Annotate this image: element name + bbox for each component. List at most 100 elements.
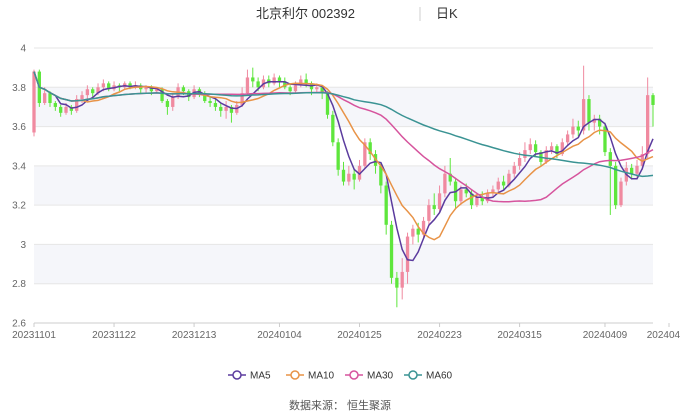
candle-up (421, 220, 426, 235)
legend-label-ma60: MA60 (426, 371, 453, 382)
candle-up (75, 99, 79, 111)
candle-down (128, 83, 132, 88)
legend: MA5 MA10 MA30 MA60 (228, 370, 453, 382)
candle-up (64, 106, 68, 113)
candle-down (597, 118, 602, 127)
candle-up (240, 93, 244, 105)
y-tick-label: 3.2 (12, 201, 26, 212)
candle-down (59, 106, 63, 113)
candle-down (416, 228, 420, 235)
chart-title: 北京利尔 002392 (256, 6, 355, 21)
candle-up (635, 165, 639, 174)
candle-up (475, 197, 479, 206)
candle-down (603, 126, 607, 153)
candle-up (592, 118, 596, 123)
candle-down (69, 106, 74, 111)
candle-down (331, 114, 335, 143)
candle-up (491, 189, 495, 194)
data-source: 数据来源： 恒生聚源 (289, 398, 391, 412)
candle-down (91, 89, 95, 94)
x-tick-label: 20240125 (337, 330, 382, 341)
candle-down (651, 95, 655, 105)
candle-up (581, 99, 586, 131)
candle-up (646, 95, 650, 155)
y-tick-label: 4 (20, 44, 26, 55)
candle-up (363, 142, 367, 166)
x-tick-label: 20240223 (417, 330, 462, 341)
legend-marker-ma30 (349, 370, 359, 380)
candle-up (96, 87, 100, 94)
candle-down (325, 93, 330, 115)
candle-down (613, 165, 618, 206)
x-tick-label: 20240409 (583, 330, 628, 341)
candle-down (395, 277, 399, 288)
candle-down (336, 142, 340, 170)
candle-up (523, 150, 527, 158)
candle-up (496, 181, 500, 190)
candle-up (549, 146, 554, 151)
y-tick-label: 2.8 (12, 279, 26, 290)
candle-up (571, 126, 575, 135)
legend-marker-ma10 (290, 370, 300, 380)
ma5-line (33, 71, 654, 262)
candle-up (528, 144, 532, 151)
candle-down (368, 142, 372, 155)
candle-up (619, 181, 623, 206)
candle-up (411, 228, 415, 237)
candle-down (165, 101, 170, 107)
candle-down (630, 167, 634, 174)
candle-up (299, 79, 303, 86)
plot-area: 2.6 2.8 3 3.2 3.4 3.6 3.8 4 20231101 20231122 2023… (12, 44, 680, 342)
ma10-line (33, 71, 654, 241)
candle-up (43, 93, 47, 103)
x-tick-label: 20240315 (497, 330, 542, 341)
candle-down (208, 101, 212, 103)
candle-up (245, 77, 250, 94)
candle-down (469, 193, 474, 206)
candle-down (149, 87, 154, 92)
candle-down (304, 79, 308, 84)
candle-down (283, 81, 287, 88)
candle-down (288, 87, 292, 92)
candle-up (32, 71, 36, 133)
candle-up (155, 89, 159, 92)
candle-down (229, 106, 234, 113)
candle-up (507, 173, 511, 186)
candle-down (107, 83, 111, 90)
x-tick-label: 20240429 (647, 330, 680, 341)
candle-down (320, 87, 324, 94)
candle-up (293, 85, 298, 92)
chart-period: 日K (436, 6, 458, 21)
candle-up (443, 173, 447, 194)
grid-band (34, 244, 653, 284)
legend-label-ma5: MA5 (250, 371, 271, 382)
candle-down (352, 173, 356, 180)
candle-up (405, 236, 410, 272)
candle-up (427, 205, 431, 221)
candle-up (272, 77, 276, 84)
x-tick-label: 20240104 (257, 330, 302, 341)
candle-down (480, 197, 484, 202)
candle-down (48, 93, 52, 103)
candle-down (389, 224, 394, 278)
candle-up (544, 150, 548, 162)
y-tick-label: 3.6 (12, 122, 26, 133)
x-tick-label: 20231213 (172, 330, 217, 341)
legend-marker-ma60 (408, 370, 418, 380)
candle-down (379, 165, 383, 186)
candle-up (485, 193, 490, 202)
legend-label-ma30: MA30 (367, 371, 394, 382)
candle-down (608, 152, 612, 166)
legend-marker-ma5 (232, 370, 242, 380)
candle-up (224, 106, 228, 111)
ma60-line (33, 71, 654, 178)
candle-down (587, 99, 591, 123)
candle-down (277, 77, 282, 82)
candle-up (560, 142, 564, 155)
candle-down (181, 87, 186, 92)
candle-up (437, 193, 442, 210)
candle-up (101, 83, 106, 88)
candle-up (357, 165, 362, 180)
candle-up (640, 154, 644, 166)
